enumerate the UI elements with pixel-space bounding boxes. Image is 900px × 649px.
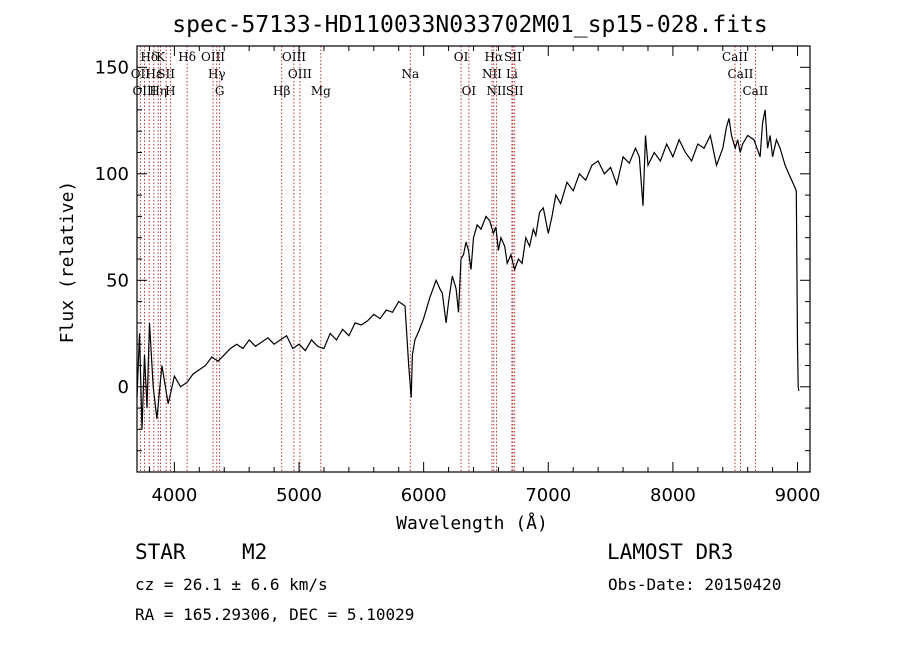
object-class: STAR [135, 540, 186, 564]
line-marker-label-9: OIII [201, 50, 225, 64]
line-marker-label-22: SII [504, 50, 522, 64]
y-tick-label: 100 [95, 164, 129, 185]
plot-frame [136, 45, 811, 473]
line-marker-label-4: K [156, 50, 166, 64]
observation-date: Obs-Date: 20150420 [608, 575, 781, 594]
x-tick-label: 5000 [276, 485, 322, 506]
line-marker-label-6: SII [157, 67, 175, 81]
axis-tick-labels: 4000 5000 6000 7000 8000 9000 0 50 100 150 [95, 57, 821, 506]
line-marker-label-17: OI [454, 50, 469, 64]
coordinates: RA = 165.29306, DEC = 5.10029 [135, 605, 414, 624]
spectrum-line [136, 109, 800, 430]
survey-name: LAMOST DR3 [607, 540, 733, 564]
line-marker-label-24: SII [506, 84, 524, 98]
line-marker-label-0: Hδ [140, 50, 158, 64]
object-subclass: M2 [242, 540, 267, 564]
line-marker-label-19: Hα [485, 50, 504, 64]
line-marker-label-1: OII [131, 67, 151, 81]
line-marker-label-20: NII [482, 67, 502, 81]
line-marker-label-13: OIII [282, 50, 306, 64]
line-marker-label-15: Mg [311, 84, 331, 98]
line-marker-label-25: CaII [722, 50, 748, 64]
line-markers [139, 46, 756, 472]
y-tick-label: 50 [106, 270, 129, 291]
x-tick-label: 6000 [401, 485, 447, 506]
redshift-cz: cz = 26.1 ± 6.6 km/s [135, 575, 328, 594]
line-marker-label-10: Hγ [208, 67, 226, 81]
axis-ticks [137, 46, 810, 472]
line-marker-label-11: G [215, 84, 225, 98]
y-tick-label: 0 [118, 377, 129, 398]
line-marker-label-8: Hδ [178, 50, 196, 64]
line-marker-label-3: Hε [145, 67, 162, 81]
y-tick-label: 150 [95, 57, 129, 78]
line-marker-label-26: CaII [728, 67, 754, 81]
line-marker-label-23: Li [506, 67, 518, 81]
line-marker-label-27: CaII [742, 84, 768, 98]
chart-title: spec-57133-HD110033N033702M01_sp15-028.f… [172, 12, 767, 38]
x-tick-label: 7000 [525, 485, 571, 506]
line-marker-labels: Hδ OII OIII Hε K Hη SII H Hδ OIII Hγ G Hβ OIII OIII Mg N… [131, 50, 769, 98]
line-marker-label-2: OIII [132, 84, 156, 98]
x-tick-label: 9000 [775, 485, 821, 506]
line-marker-label-12: Hβ [273, 84, 290, 98]
line-marker-label-21: NII [486, 84, 506, 98]
line-marker-label-14: OIII [288, 67, 312, 81]
y-axis-label: Flux (relative) [57, 181, 78, 344]
line-marker-label-5: Hη [149, 84, 167, 98]
line-marker-label-7: H [165, 84, 175, 98]
x-tick-label: 8000 [650, 485, 696, 506]
line-marker-label-18: OI [462, 84, 477, 98]
x-tick-label: 4000 [151, 485, 197, 506]
x-axis-label: Wavelength (Å) [396, 512, 548, 534]
line-marker-label-16: Na [401, 67, 419, 81]
